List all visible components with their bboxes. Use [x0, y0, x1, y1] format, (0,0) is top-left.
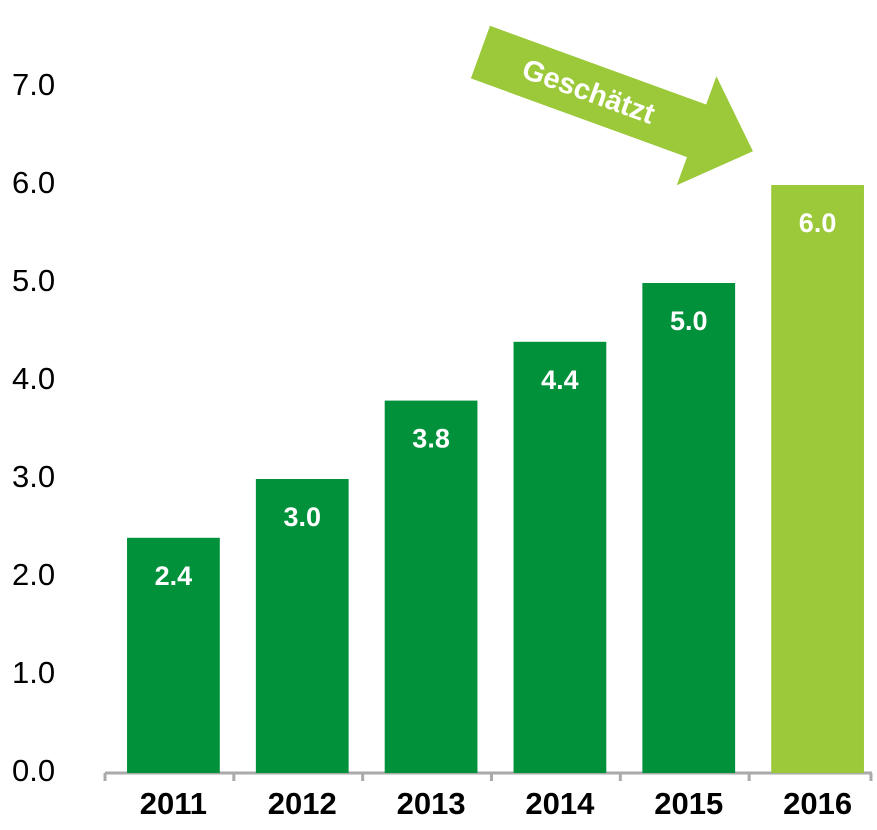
y-tick-label: 6.0 — [12, 165, 55, 200]
bar — [642, 283, 736, 773]
x-tick-label: 2014 — [525, 786, 595, 821]
bar — [384, 400, 478, 773]
y-tick-label: 1.0 — [12, 655, 55, 690]
x-tick-label: 2013 — [397, 786, 466, 821]
estimate-arrow: Geschätzt — [470, 25, 753, 186]
value-label: 3.0 — [283, 502, 321, 532]
y-tick-label: 2.0 — [12, 557, 55, 592]
value-label: 2.4 — [155, 561, 193, 591]
x-tick-label: 2015 — [654, 786, 723, 821]
y-tick-label: 5.0 — [12, 263, 55, 298]
arrow-shape — [470, 25, 753, 186]
value-label: 4.4 — [541, 365, 579, 395]
y-tick-label: 3.0 — [12, 459, 55, 494]
x-tick-label: 2016 — [783, 786, 852, 821]
bar — [771, 185, 864, 773]
value-label: 3.8 — [412, 424, 450, 454]
bar — [513, 341, 607, 773]
x-tick-label: 2011 — [140, 786, 207, 821]
y-tick-label: 0.0 — [12, 753, 55, 788]
y-tick-label: 4.0 — [12, 361, 55, 396]
y-tick-label: 7.0 — [12, 67, 55, 102]
value-label: 5.0 — [670, 306, 708, 336]
x-tick-label: 2012 — [268, 786, 337, 821]
bar — [127, 537, 220, 773]
bar — [255, 479, 349, 773]
value-label: 6.0 — [799, 208, 837, 238]
